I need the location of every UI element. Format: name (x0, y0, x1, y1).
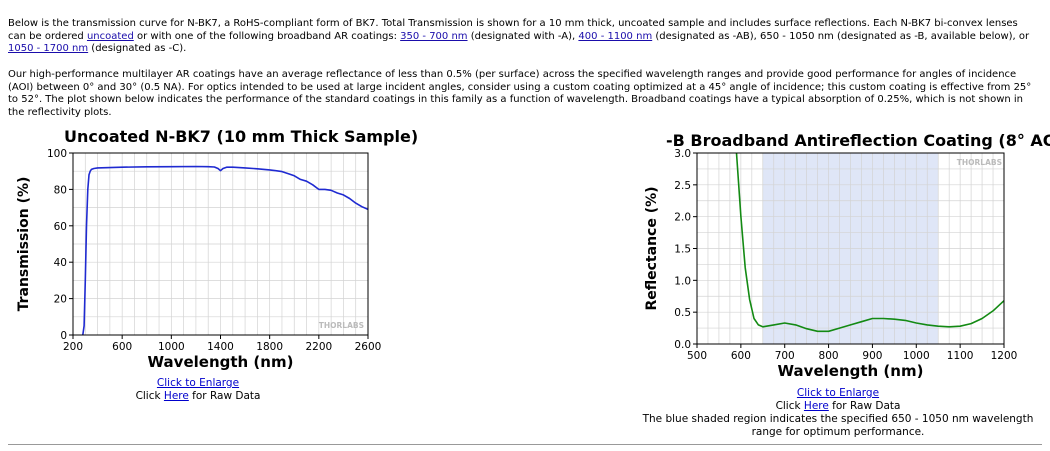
x-tick-label: 1400 (207, 341, 234, 353)
chart2-enlarge-link[interactable]: Click to Enlarge (796, 387, 880, 399)
x-axis-label: Wavelength (nm) (148, 353, 294, 371)
chart1-caption: Click to Enlarge Click Here for Raw Data (135, 377, 261, 402)
chart1-enlarge-link[interactable]: Click to Enlarge (156, 377, 240, 389)
chart1-title: Uncoated N-BK7 (10 mm Thick Sample) (64, 127, 419, 146)
y-tick-label: 100 (47, 148, 67, 160)
y-tick-label: 2.0 (674, 212, 691, 224)
y-tick-label: 60 (54, 221, 67, 233)
x-axis-label: Wavelength (nm) (778, 362, 924, 380)
y-tick-label: 0 (60, 330, 67, 342)
x-tick-label: 800 (819, 350, 839, 362)
chart2-raw-data-link[interactable]: Here (803, 400, 829, 412)
y-axis-label: Transmission (%) (16, 177, 32, 312)
x-tick-label: 500 (687, 350, 707, 362)
y-tick-label: 20 (54, 294, 67, 306)
intro-paragraph-2: Our high-performance multilayer AR coati… (8, 69, 1032, 118)
x-tick-label: 200 (63, 341, 83, 353)
transmission-chart[interactable]: 200 600 1000 1400 1800 2200 2600 0 20 40 60 80 100 Wa… (0, 145, 420, 405)
chart2-caption: Click to Enlarge Click Here for Raw Data… (642, 387, 1034, 438)
thorlabs-watermark: THORLABS (957, 158, 1002, 167)
y-tick-label: 3.0 (674, 148, 691, 160)
intro-paragraph-1: Below is the transmission curve for N-BK… (8, 18, 1030, 54)
y-tick-label: 1.0 (674, 275, 691, 287)
x-tick-label: 1000 (903, 350, 930, 362)
divider (8, 444, 1042, 445)
thorlabs-watermark: THORLABS (319, 321, 364, 330)
x-tick-label: 600 (731, 350, 751, 362)
reflectance-chart[interactable]: 500 600 700 800 900 1000 1100 1200 0.0 0.5 1.0 1.5 2… (630, 145, 1050, 385)
link-coating-ab[interactable]: 400 - 1100 nm (578, 30, 653, 42)
x-tick-label: 1100 (947, 350, 974, 362)
y-axis-label: Reflectance (%) (644, 186, 660, 310)
y-tick-label: 0.0 (674, 339, 691, 351)
y-tick-label: 40 (54, 257, 67, 269)
link-coating-a[interactable]: 350 - 700 nm (400, 30, 468, 42)
x-tick-label: 1000 (158, 341, 185, 353)
series-line-0 (735, 152, 1005, 333)
x-tick-label: 700 (775, 350, 795, 362)
x-tick-label: 2200 (305, 341, 332, 353)
y-tick-label: 0.5 (674, 307, 691, 319)
series-line-0 (82, 165, 369, 336)
chart1-raw-data-link[interactable]: Here (163, 390, 189, 402)
chart2-title: -B Broadband Antireflection Coating (8° … (666, 131, 1050, 150)
y-tick-label: 80 (54, 184, 67, 196)
x-tick-label: 600 (112, 341, 132, 353)
x-tick-label: 2600 (355, 341, 382, 353)
shaded-region-note: The blue shaded region indicates the spe… (642, 413, 1034, 438)
link-coating-c[interactable]: 1050 - 1700 nm (8, 43, 89, 54)
x-tick-label: 1200 (991, 350, 1018, 362)
link-uncoated[interactable]: uncoated (86, 30, 134, 42)
y-tick-label: 1.5 (674, 244, 691, 256)
x-tick-label: 1800 (256, 341, 283, 353)
x-tick-label: 900 (862, 350, 882, 362)
y-tick-label: 2.5 (674, 180, 691, 192)
